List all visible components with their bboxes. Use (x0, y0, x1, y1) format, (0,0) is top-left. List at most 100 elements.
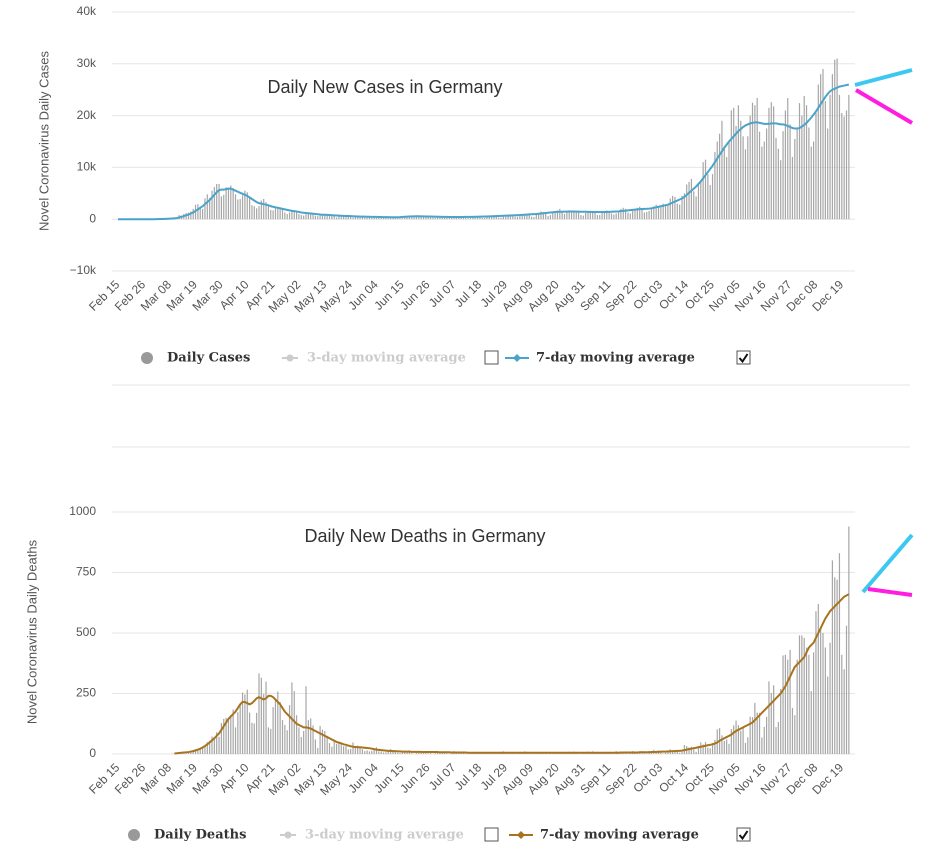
y-tick-label: 20k (77, 108, 97, 122)
legend-label[interactable]: 3-day moving average (307, 351, 466, 366)
bar (704, 159, 707, 220)
bar (827, 128, 829, 220)
bar (789, 649, 791, 754)
bar (540, 211, 542, 220)
bar (263, 198, 265, 220)
y-tick-label: 750 (76, 565, 96, 579)
bar (202, 747, 204, 754)
bar (288, 705, 291, 754)
bar (721, 735, 723, 754)
bar (253, 723, 255, 754)
bar (314, 215, 316, 220)
bar (657, 206, 660, 220)
bar (749, 115, 751, 220)
checkbox[interactable] (736, 350, 751, 365)
bar (307, 720, 309, 754)
legend-label[interactable]: Daily Cases (167, 351, 250, 366)
bar (277, 691, 279, 754)
checkbox[interactable] (484, 350, 499, 365)
bar (333, 741, 335, 754)
bar (509, 214, 512, 220)
x-tick-label: Jul 07 (426, 760, 459, 793)
bar (505, 215, 507, 220)
bar (260, 677, 262, 754)
checkbox[interactable] (484, 827, 499, 842)
bar (479, 216, 481, 220)
bar (789, 124, 791, 220)
bar (751, 717, 754, 754)
bar (331, 746, 333, 754)
bar (845, 110, 848, 220)
bar (608, 211, 610, 220)
legend-label[interactable]: Daily Deaths (154, 828, 246, 843)
moving-average-line (174, 593, 850, 755)
bar (693, 749, 695, 754)
bar (568, 210, 570, 220)
checkbox-check (738, 830, 749, 841)
bar (758, 712, 761, 754)
bar (498, 217, 500, 220)
bar (507, 214, 509, 220)
bar (690, 178, 692, 220)
bar (545, 212, 547, 220)
bar (352, 217, 354, 220)
bar (199, 206, 201, 220)
bar (258, 206, 260, 220)
bar (709, 748, 711, 754)
bar (815, 110, 817, 220)
bar (521, 215, 523, 220)
legend-label[interactable]: 7-day moving average (540, 828, 699, 843)
bar (310, 718, 312, 754)
bar (192, 208, 194, 220)
x-tick-label: Jul 18 (452, 277, 485, 310)
bar (702, 744, 704, 754)
bar (218, 183, 220, 220)
bar (829, 94, 831, 220)
bar (801, 635, 803, 754)
bar (603, 210, 606, 220)
bar (519, 215, 521, 220)
bar (338, 216, 340, 220)
bar (415, 216, 418, 220)
bar (773, 685, 775, 754)
bar (589, 211, 591, 220)
bar (366, 750, 368, 754)
checkbox[interactable] (736, 827, 751, 842)
bar (735, 720, 737, 754)
bar (653, 206, 655, 220)
bar (634, 209, 636, 220)
bar (267, 205, 269, 220)
bar (359, 216, 361, 220)
bar (375, 217, 378, 220)
bar (796, 659, 798, 754)
bar (246, 689, 248, 754)
bar (354, 747, 356, 754)
bar (288, 212, 291, 220)
legend-label[interactable]: 7-day moving average (536, 351, 695, 366)
bar (387, 218, 389, 220)
bar (625, 753, 627, 754)
bar (429, 753, 432, 754)
legend-marker (128, 829, 140, 841)
bar (279, 207, 281, 220)
bar (704, 742, 707, 754)
bar (686, 184, 688, 220)
bar (514, 216, 516, 220)
bar (742, 727, 744, 754)
annotation-arrow (854, 88, 914, 125)
bar (801, 115, 803, 220)
legend-label[interactable]: 3-day moving average (305, 828, 464, 843)
bar (368, 217, 371, 220)
annotation-arrow (861, 533, 914, 594)
y-tick-label: 250 (76, 686, 96, 700)
bar (394, 751, 396, 754)
bar (303, 215, 305, 220)
bar (822, 633, 824, 754)
bar (810, 691, 812, 754)
bar (401, 218, 403, 220)
bar (702, 162, 704, 220)
bar (697, 183, 700, 220)
y-tick-label: 500 (76, 625, 96, 639)
bar (707, 174, 709, 220)
